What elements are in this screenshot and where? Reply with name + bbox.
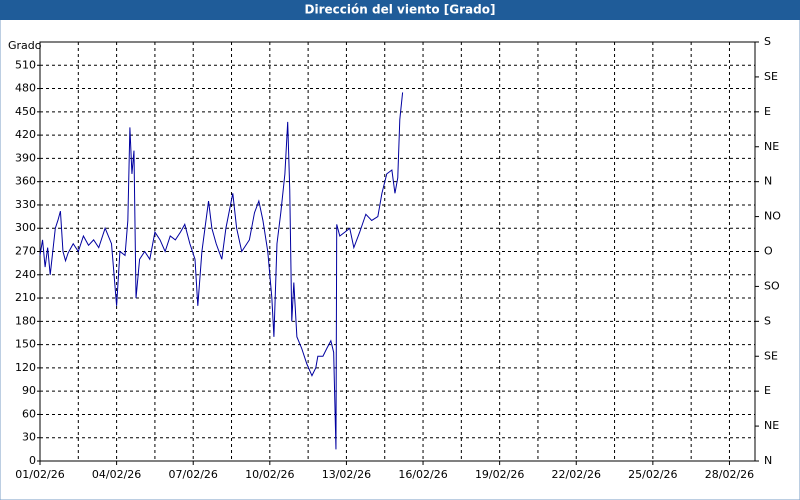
y-tick-label: 60 [22,407,36,420]
x-tick-label: 01/02/26 [15,468,64,481]
y2-tick-label: E [764,105,771,118]
y2-tick-label: E [764,384,771,397]
x-tick-label: 22/02/26 [552,468,601,481]
y2-tick-label: N [764,175,772,188]
y-tick-label: 480 [15,82,36,95]
x-tick-label: 28/02/26 [705,468,754,481]
data-line [39,92,404,450]
y-tick-label: 420 [15,128,36,141]
y2-tick-label: SE [764,70,778,83]
y-axis-label: Grado [8,39,42,52]
y2-tick-label: SO [764,279,780,292]
y-tick-label: 270 [15,245,36,258]
y2-tick-label: SE [764,349,778,362]
y-tick-label: 120 [15,361,36,374]
plot-frame [39,41,756,462]
y-tick-label: 360 [15,175,36,188]
y-tick-label: 30 [22,431,36,444]
y-tick-label: 210 [15,291,36,304]
y-tick-label: 450 [15,105,36,118]
y-tick-label: 90 [22,384,36,397]
y-tick-label: 240 [15,268,36,281]
y2-tick-label: O [764,245,773,258]
y-tick-label: 180 [15,314,36,327]
y2-tick-label: N [764,454,772,467]
title-bar [0,0,800,20]
x-tick-label: 13/02/26 [322,468,371,481]
x-tick-label: 07/02/26 [169,468,218,481]
x-tick-label: 10/02/26 [245,468,294,481]
y-tick-label: 510 [15,58,36,71]
y2-tick-label: S [764,35,771,48]
y-tick-label: 390 [15,151,36,164]
y2-tick-label: S [764,314,771,327]
y-tick-label: 330 [15,198,36,211]
y-tick-label: 150 [15,338,36,351]
x-tick-label: 25/02/26 [628,468,677,481]
y-tick-label: 0 [29,454,36,467]
x-tick-label: 16/02/26 [398,468,447,481]
y2-tick-label: NE [764,140,779,153]
x-tick-label: 19/02/26 [475,468,524,481]
y-tick-label: 300 [15,221,36,234]
y2-tick-label: NE [764,419,779,432]
chart-title: Dirección del viento [Grado] [305,3,496,17]
y2-tick-label: NO [764,210,781,223]
x-tick-label: 04/02/26 [92,468,141,481]
